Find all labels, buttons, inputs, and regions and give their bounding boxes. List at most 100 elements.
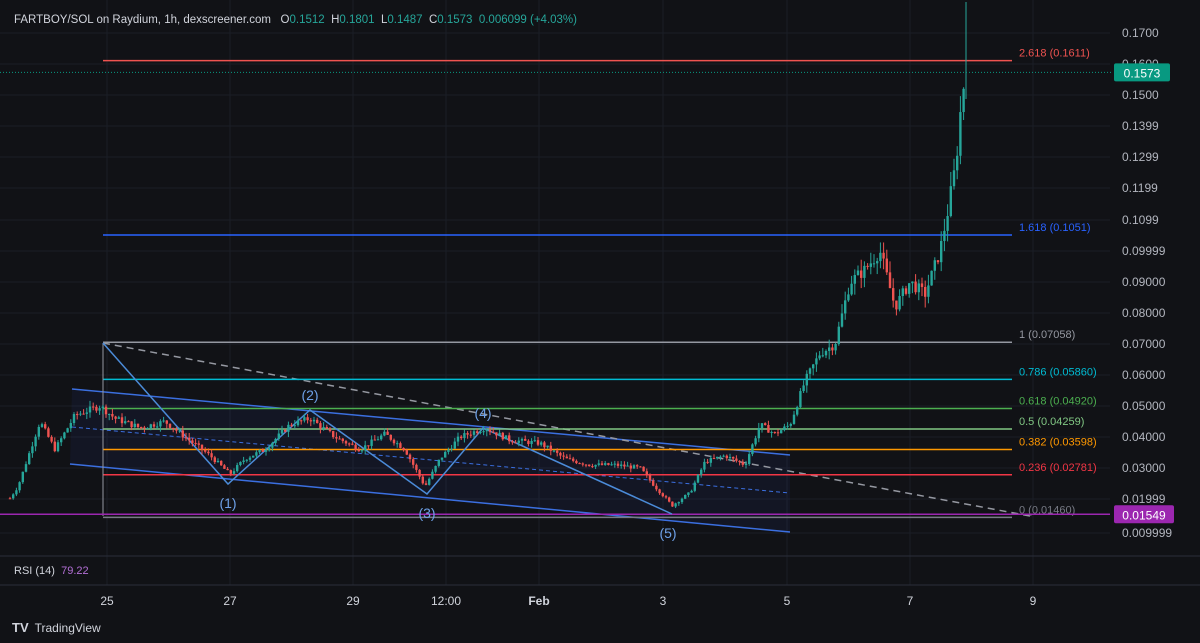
candle-body <box>764 423 767 425</box>
candle-body <box>376 439 380 441</box>
change-value: 0.006099 (+4.03%) <box>478 14 577 26</box>
candle-body <box>802 385 805 392</box>
candle-body <box>92 406 95 408</box>
candle-body <box>501 432 504 440</box>
candle-body <box>47 428 50 437</box>
candle-body <box>188 437 191 441</box>
candle-body <box>853 275 856 284</box>
candle-body <box>757 428 760 439</box>
candle-body <box>754 438 757 445</box>
candle-body <box>271 442 274 448</box>
candle-body <box>546 445 549 448</box>
candle-body <box>680 498 684 503</box>
time-tick-label: 3 <box>660 594 667 608</box>
candle-body <box>556 450 559 453</box>
candle-body <box>591 466 594 468</box>
candle-body <box>885 258 888 273</box>
candle-body <box>901 288 904 297</box>
candle-body <box>476 431 479 433</box>
candle-body <box>412 459 415 465</box>
candle-body <box>383 431 386 436</box>
candle-body <box>370 439 373 446</box>
candle-body <box>303 417 306 421</box>
fibonacci-levels: 2.618 (0.1611) 1.618 (0.1051) 1 (0.07058) 0… <box>0 48 1110 519</box>
candle-body <box>354 444 357 450</box>
candle-body <box>95 406 98 411</box>
candle-body <box>626 465 629 467</box>
candle-body <box>66 428 69 433</box>
candle-body <box>434 465 437 472</box>
candle-body <box>335 437 338 439</box>
symbol-title: FARTBOY/SOL on Raydium, 1h, dexscreener.… <box>14 14 271 26</box>
time-tick-label: 27 <box>223 594 237 608</box>
candle-body <box>204 449 207 452</box>
candle-body <box>581 463 584 465</box>
candle-body <box>767 424 770 433</box>
candle-body <box>82 413 85 415</box>
candle-body <box>143 427 146 429</box>
low-value: 0.1487 <box>387 14 423 26</box>
fib-level-label: 2.618 (0.1611) <box>1019 48 1090 60</box>
fib-level-label: 0.786 (0.05860) <box>1019 366 1097 378</box>
candle-body <box>456 436 460 442</box>
tradingview-brand[interactable]: TV TradingView <box>12 620 101 635</box>
candle-body <box>120 417 124 424</box>
candle-body <box>520 438 524 441</box>
candle-body <box>24 464 28 472</box>
candle-body <box>357 449 360 452</box>
price-tags: 0.1573 0.01549 <box>0 63 1174 524</box>
candle-body <box>917 283 920 293</box>
candle-body <box>479 431 482 433</box>
price-tick-label: 0.09000 <box>1122 275 1166 289</box>
candle-body <box>159 421 162 427</box>
candle-body <box>722 455 725 457</box>
candle-body <box>796 407 799 415</box>
candle-body <box>805 373 808 386</box>
candle-body <box>133 423 136 428</box>
candle-body <box>773 431 776 433</box>
candle-body <box>824 351 828 356</box>
candle-body <box>60 438 63 443</box>
candle-body <box>549 445 552 451</box>
candle-body <box>616 463 620 466</box>
fib-zero-tag <box>1114 505 1174 524</box>
candle-body <box>165 420 168 424</box>
candle-body <box>312 419 316 422</box>
candle-body <box>69 423 72 429</box>
candle-body <box>76 414 79 416</box>
fib-level-label: 1.618 (0.1051) <box>1019 222 1091 234</box>
candle-body <box>402 447 405 451</box>
candle-body <box>28 453 31 465</box>
candle-body <box>149 424 152 429</box>
price-axis: 0.17000.16000.15000.13990.12990.11990.10… <box>1122 26 1172 540</box>
candle-body <box>684 494 687 499</box>
candle-body <box>815 358 818 365</box>
candle-body <box>956 155 959 171</box>
candle-body <box>421 476 424 484</box>
candle-body <box>466 433 469 435</box>
candle-body <box>210 453 213 458</box>
candle-body <box>63 432 66 439</box>
candle-body <box>799 391 802 408</box>
rsi-indicator[interactable]: RSI (14) 79.22 <box>14 565 89 577</box>
candle-body <box>172 427 175 430</box>
candle-body <box>245 459 248 461</box>
candle-body <box>498 432 501 436</box>
fib-level-label: 0.618 (0.04920) <box>1019 395 1097 407</box>
candle-body <box>405 450 408 455</box>
candle-body <box>693 482 696 491</box>
candle-body <box>127 421 130 423</box>
candle-body <box>504 435 508 440</box>
fib-zero-tag-label: 0.01549 <box>1122 508 1166 522</box>
candle-body <box>879 252 882 262</box>
candle-body <box>495 432 498 436</box>
candle-body <box>98 408 101 411</box>
candle-body <box>152 424 156 427</box>
candle-body <box>639 466 642 468</box>
candle-body <box>604 463 607 465</box>
candle-body <box>597 463 600 465</box>
candle-body <box>559 452 562 456</box>
tradingview-logo-icon: TV <box>12 620 29 635</box>
candle-body <box>536 440 540 445</box>
